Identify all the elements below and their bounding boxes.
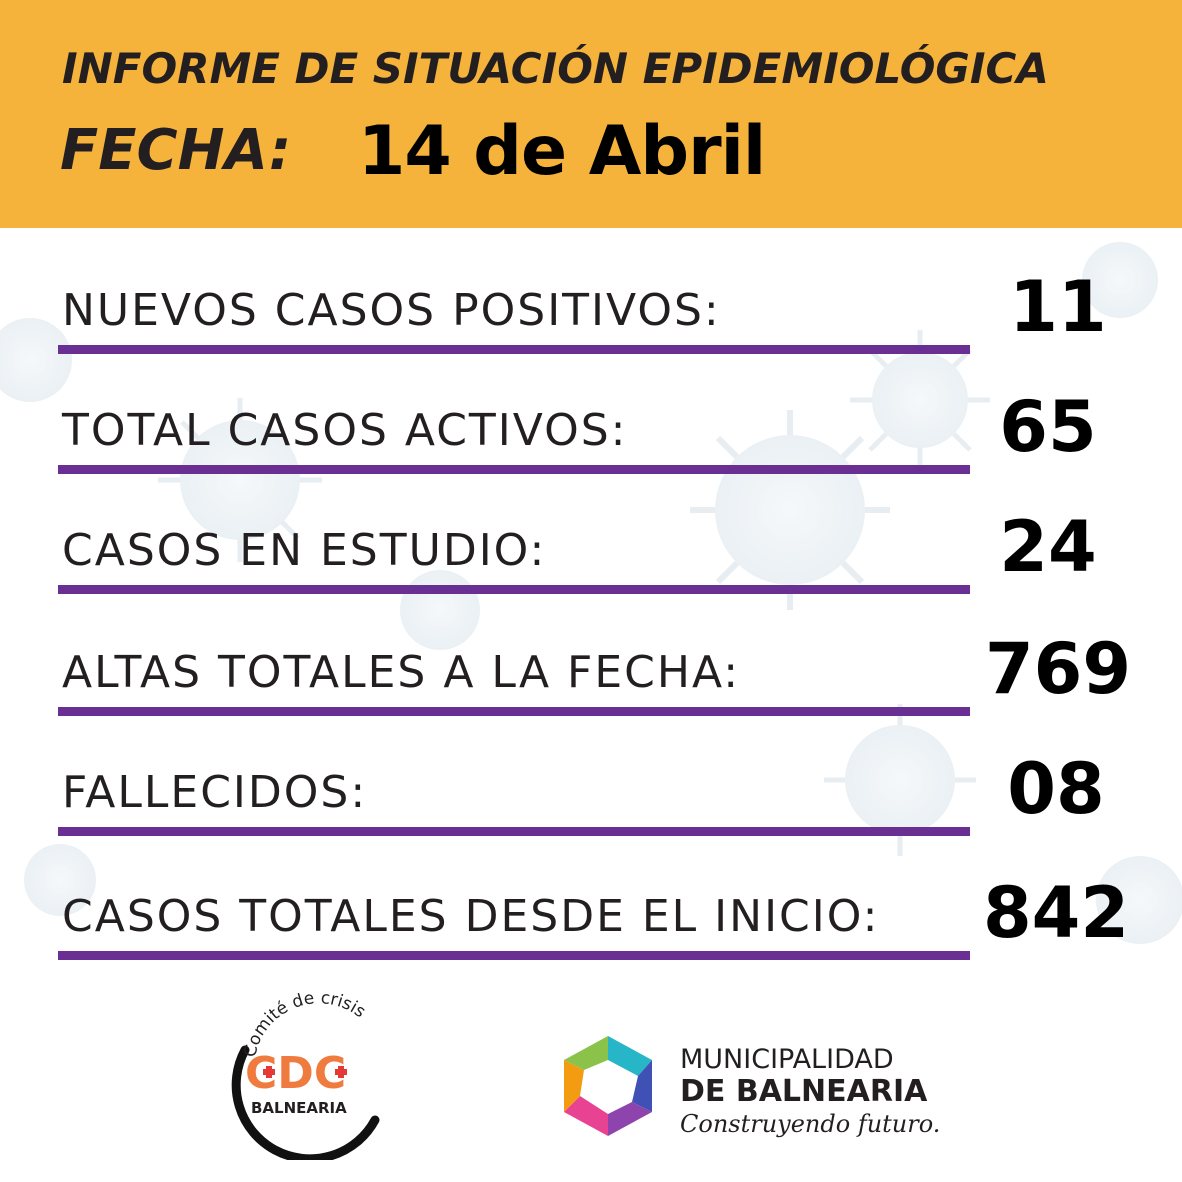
stat-underline	[58, 707, 970, 716]
stat-label: CASOS TOTALES DESDE EL INICIO:	[62, 891, 880, 942]
date-label: FECHA:	[60, 118, 292, 183]
cdc-name: BALNEARIA	[251, 1099, 347, 1117]
stat-label: ALTAS TOTALES A LA FECHA:	[62, 647, 741, 698]
stat-underline	[58, 827, 970, 836]
hexagon-mark-icon	[564, 1036, 652, 1136]
stat-row-new-cases: NUEVOS CASOS POSITIVOS: 11	[0, 254, 1182, 354]
stat-label: TOTAL CASOS ACTIVOS:	[62, 405, 628, 456]
stat-value: 24	[999, 506, 1097, 588]
stat-value: 65	[999, 386, 1097, 468]
date-value: 14 de Abril	[358, 112, 766, 191]
stat-row-total-discharges: ALTAS TOTALES A LA FECHA: 769	[0, 616, 1182, 716]
stat-value: 11	[1009, 266, 1107, 348]
stat-row-cases-under-study: CASOS EN ESTUDIO: 24	[0, 494, 1182, 594]
stat-underline	[58, 585, 970, 594]
stat-label: FALLECIDOS:	[62, 767, 368, 818]
red-cross-icon	[262, 1065, 276, 1079]
stat-underline	[58, 951, 970, 960]
stat-row-total-cases: CASOS TOTALES DESDE EL INICIO: 842	[0, 860, 1182, 960]
logos-footer: Comité de crisis CDC BALNEARIA MUNICIPAL…	[0, 980, 1182, 1182]
municipality-line1: MUNICIPALIDAD	[680, 1044, 894, 1075]
cdc-crisis-committee-logo: Comité de crisis CDC BALNEARIA	[231, 988, 380, 1160]
stat-value: 08	[1007, 748, 1105, 830]
report-title: INFORME DE SITUACIÓN EPIDEMIOLÓGICA	[62, 44, 1049, 93]
report-header: INFORME DE SITUACIÓN EPIDEMIOLÓGICA FECH…	[0, 0, 1182, 228]
stat-label: NUEVOS CASOS POSITIVOS:	[62, 285, 721, 336]
cdc-initials: CDC	[245, 1048, 346, 1099]
stat-underline	[58, 345, 970, 354]
stat-value: 842	[982, 872, 1130, 954]
stat-underline	[58, 465, 970, 474]
stat-row-deaths: FALLECIDOS: 08	[0, 736, 1182, 836]
red-cross-icon	[334, 1065, 348, 1079]
stat-value: 769	[984, 628, 1132, 710]
stat-row-active-cases: TOTAL CASOS ACTIVOS: 65	[0, 374, 1182, 474]
municipality-logo: MUNICIPALIDAD DE BALNEARIA Construyendo …	[552, 1036, 972, 1138]
stat-label: CASOS EN ESTUDIO:	[62, 525, 547, 576]
municipality-line2: DE BALNEARIA	[680, 1074, 928, 1109]
municipality-tagline: Construyendo futuro.	[680, 1110, 941, 1138]
